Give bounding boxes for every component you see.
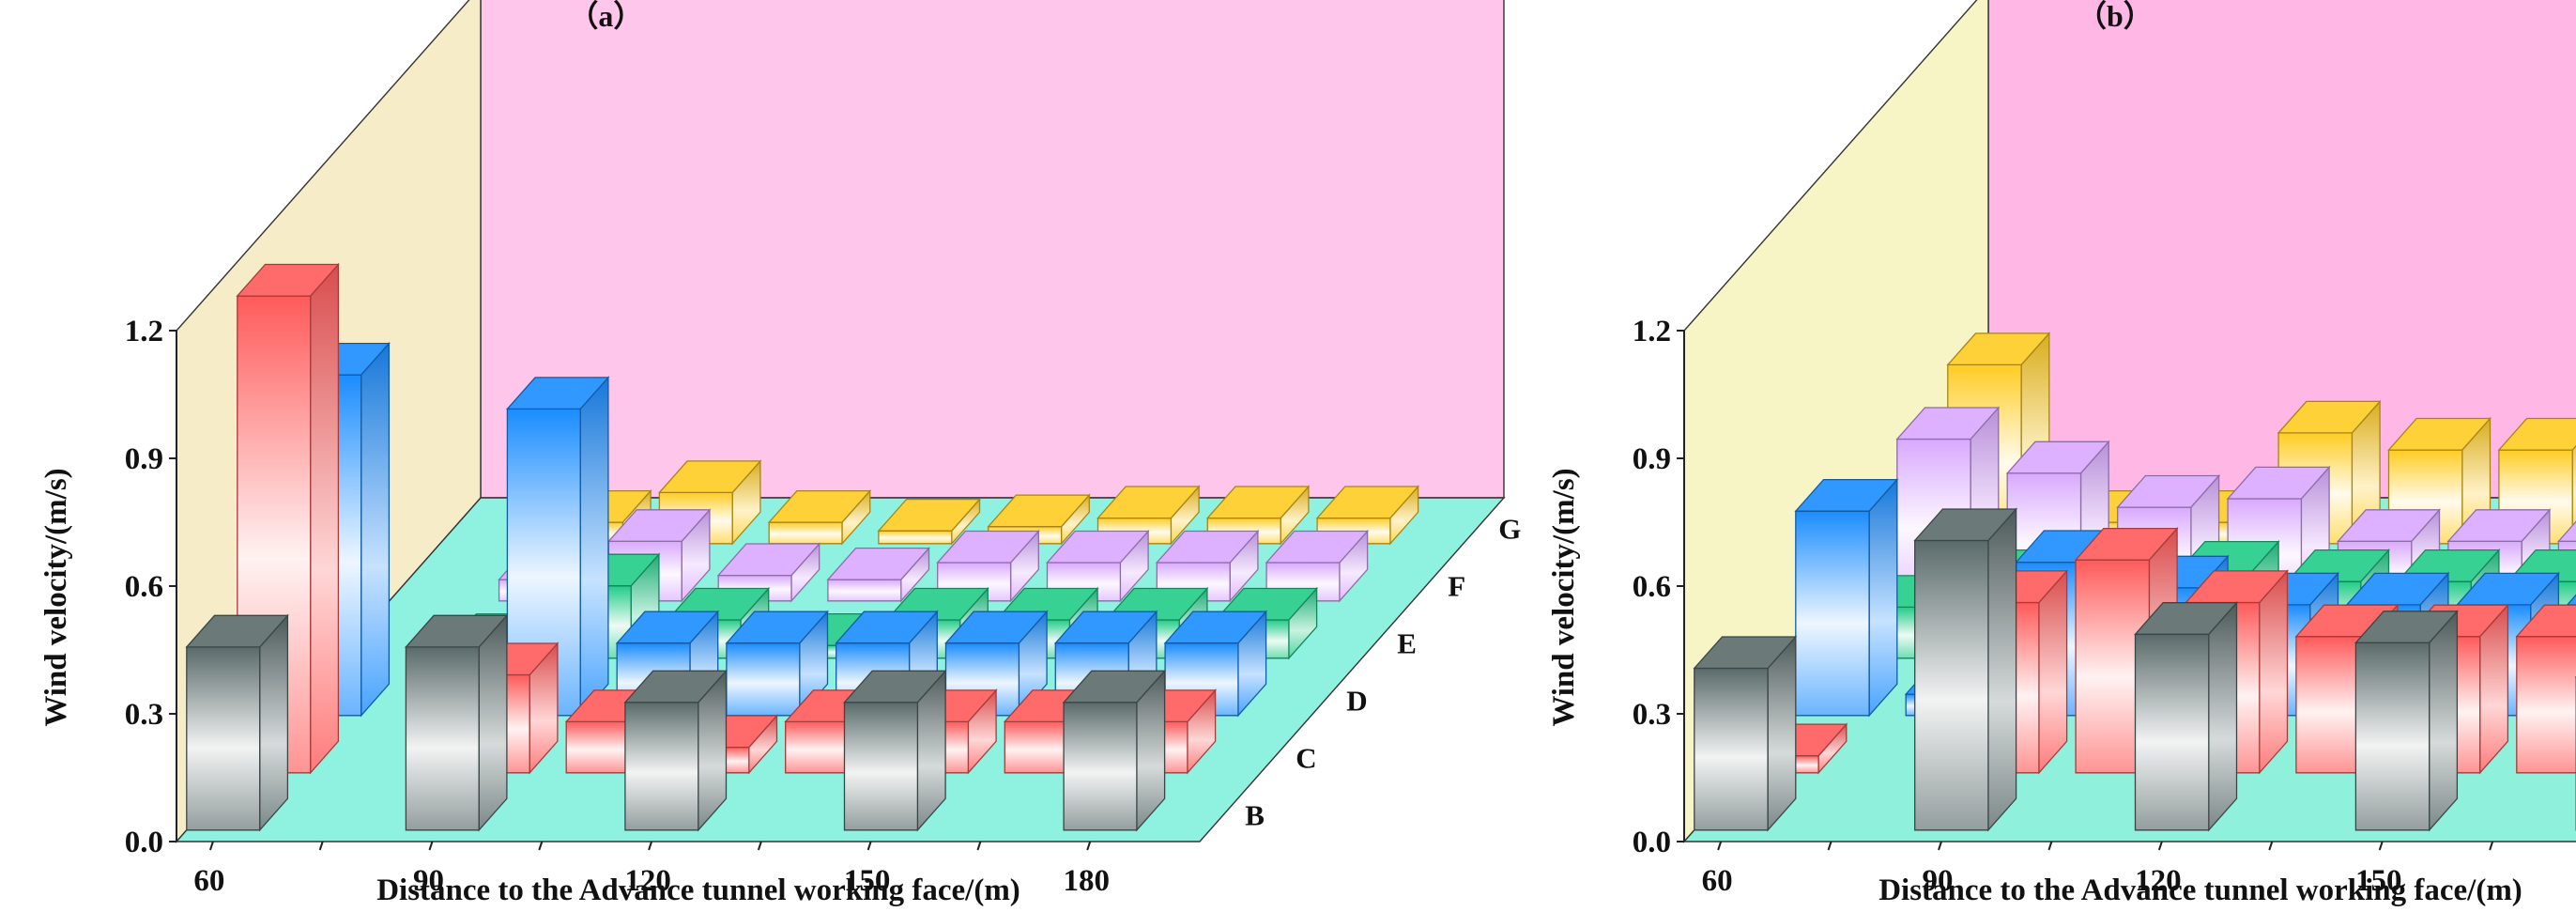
bar-d-180 (1163, 610, 1268, 718)
x-tick-mark (2157, 841, 2163, 851)
x-tick-mark (1827, 841, 1832, 851)
bar-b-150 (843, 669, 947, 832)
x-tick-mark (538, 841, 544, 851)
bar-g-105 (767, 488, 872, 546)
x-tick-mark (1717, 841, 1723, 851)
x-tick-mark (318, 841, 324, 851)
bar-b-120 (623, 669, 728, 832)
y-tick-label: 1.2 (1633, 315, 1671, 348)
bar-g-120 (2387, 416, 2492, 546)
y-tick-label: 0.9 (1633, 442, 1671, 476)
back-wall (480, 0, 1505, 499)
x-tick-mark (428, 841, 434, 851)
y-axis-title: Wind velocity/(m/s) (1547, 468, 1581, 726)
x-tick-mark (2378, 841, 2384, 851)
y-tick-label: 0.9 (125, 442, 163, 476)
bar-b-90 (404, 613, 509, 832)
x-tick-label: 90 (413, 864, 444, 898)
x-tick-mark (1938, 841, 1942, 851)
bar-g-120 (877, 497, 981, 546)
bar-f-150 (1046, 529, 1150, 603)
bar-d-60 (1794, 477, 1899, 718)
x-tick-mark (757, 841, 762, 851)
x-tick-label: 90 (1923, 864, 1954, 898)
y-tick-label: 0.6 (1633, 570, 1671, 604)
x-tick-label: 150 (844, 864, 891, 898)
depth-label-g: G (1498, 513, 1521, 546)
x-tick-label: 120 (624, 864, 671, 898)
x-tick-mark (976, 841, 982, 851)
panel-label: （a） (568, 0, 643, 33)
x-tick-label: 60 (193, 864, 224, 898)
x-tick-mark (2268, 841, 2274, 851)
bar-b-60 (185, 613, 289, 832)
y-axis-title: Wind velocity/(m/s) (39, 468, 73, 726)
panel-label: （b） (2077, 0, 2154, 33)
y-tick-label: 0.3 (125, 698, 163, 732)
bar-c-165 (2515, 604, 2576, 774)
x-tick-mark (866, 841, 872, 851)
bar-b-150 (2354, 610, 2459, 832)
bar-f-165 (1155, 529, 1260, 603)
bar-f-120 (826, 546, 930, 603)
y-tick-label: 0.0 (1633, 826, 1671, 859)
x-tick-mark (1086, 841, 1092, 851)
x-tick-mark (2047, 841, 2053, 851)
x-tick-label: 180 (1063, 864, 1110, 898)
x-axis-title: Distance to the Advance tunnel working f… (1878, 873, 2522, 907)
depth-label-d: D (1346, 685, 1367, 718)
y-tick-label: 0.6 (125, 570, 163, 604)
bar-b-120 (2134, 600, 2238, 832)
depth-label-e: E (1397, 627, 1417, 660)
x-tick-mark (2489, 841, 2494, 851)
y-tick-label: 1.2 (125, 315, 163, 348)
y-tick-label: 0.3 (1633, 698, 1671, 732)
depth-label-c: C (1296, 742, 1316, 775)
y-tick-label: 0.0 (125, 826, 163, 859)
x-tick-mark (208, 841, 214, 851)
panel-b-chart: 0.00.30.60.91.26090120150180BCDEFGDistan… (1547, 0, 2576, 907)
x-tick-label: 60 (1702, 864, 1733, 898)
x-tick-mark (648, 841, 653, 851)
depth-label-f: F (1448, 570, 1465, 603)
bar-b-180 (1062, 669, 1167, 832)
x-tick-label: 120 (2135, 864, 2182, 898)
x-axis-title: Distance to the Advance tunnel working f… (376, 873, 1020, 907)
depth-label-b: B (1245, 799, 1265, 832)
bar-b-60 (1693, 635, 1798, 832)
x-tick-label: 150 (2355, 864, 2402, 898)
bar-b-90 (1913, 507, 2018, 832)
